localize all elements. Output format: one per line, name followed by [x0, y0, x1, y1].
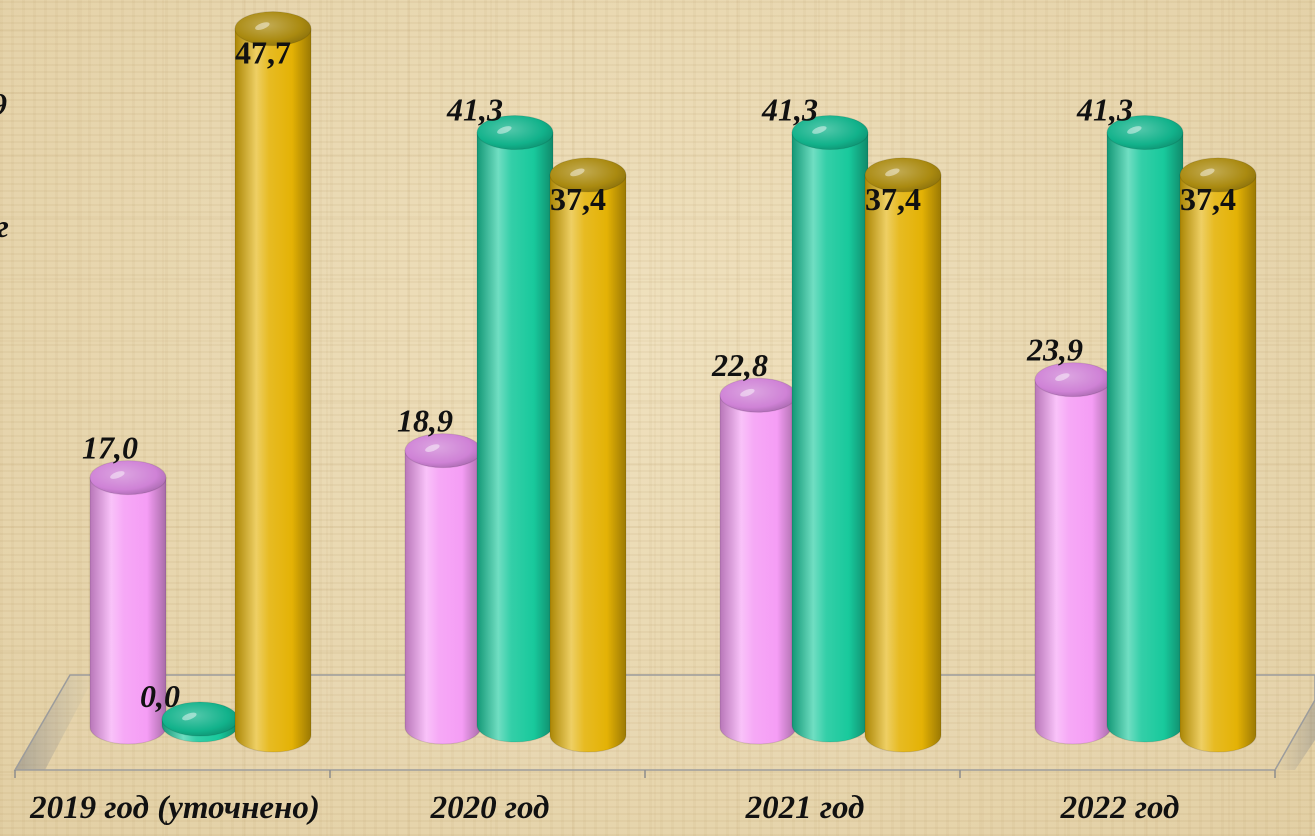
- bar-cap-highlight: [1127, 126, 1142, 134]
- data-label: 37,4: [550, 181, 606, 217]
- bar-cap-highlight: [110, 471, 125, 479]
- bar-series2-category1: [161, 701, 239, 743]
- data-label: 41,3: [761, 92, 818, 128]
- data-label: 17,0: [82, 430, 138, 466]
- bar-series1-category1: [89, 460, 167, 745]
- bar-top-cap: [1034, 362, 1112, 398]
- bar-body: [549, 174, 627, 753]
- bar-cap-highlight: [425, 444, 440, 452]
- data-label: 23,9: [1026, 332, 1083, 368]
- bar-cap-highlight: [740, 388, 755, 397]
- data-label: 37,4: [865, 181, 921, 217]
- bar-cap-highlight: [1055, 373, 1070, 381]
- bars-layer: [89, 11, 1257, 753]
- bar-body: [1179, 174, 1257, 753]
- bar-series2-category2: [476, 115, 554, 743]
- bar-series3-category2: [549, 157, 627, 753]
- data-labels-layer: 17,0 0,0 47,7 18,9 41,3 37,4 22,8 41,3 37,4 23,9 4…: [82, 35, 1236, 714]
- bar-body: [864, 174, 942, 753]
- bar-top-cap: [864, 157, 942, 193]
- x-tick-label: 2022 год: [1060, 790, 1180, 826]
- bar-top-cap: [404, 433, 482, 469]
- x-tick-label: 2021 год: [745, 790, 865, 826]
- bar-top-cap: [1106, 115, 1184, 151]
- data-label: 18,9: [397, 403, 453, 439]
- bar-series1-category2: [404, 433, 482, 745]
- bar-top-cap: [89, 460, 167, 496]
- bar-top-cap: [549, 157, 627, 193]
- chart-floor: [13, 674, 1315, 771]
- data-label: 22,8: [711, 347, 768, 383]
- bar-body: [1106, 132, 1184, 743]
- data-label: 37,4: [1180, 181, 1236, 217]
- x-axis-labels: 2019 год (уточнено) 2020 год 2021 год 2022 …: [29, 790, 1179, 826]
- bar-series3-category3: [864, 157, 942, 753]
- bar-body: [1034, 379, 1112, 745]
- bar-top-cap: [476, 115, 554, 151]
- bar-body: [234, 28, 312, 753]
- bar-cap-highlight: [885, 168, 900, 177]
- x-tick-label: 2019 год (уточнено): [29, 790, 320, 826]
- bar-body: [404, 450, 482, 745]
- data-label: 41,3: [446, 92, 503, 128]
- data-label: 47,7: [235, 35, 291, 71]
- floor-side-shade: [15, 675, 95, 770]
- bar-series3-category1: [234, 11, 312, 753]
- bar-series2-category4: [1106, 115, 1184, 743]
- edge-text-fragment: 9: [0, 86, 7, 122]
- bar-body: [791, 132, 869, 743]
- bar-series3-category4: [1179, 157, 1257, 753]
- bar-series1-category4: [1034, 362, 1112, 745]
- data-label: 41,3: [1076, 92, 1133, 128]
- bar-body: [476, 132, 554, 743]
- bar-top-cap: [791, 115, 869, 151]
- bar-cap-highlight: [812, 126, 827, 134]
- data-label: 0,0: [140, 678, 180, 714]
- bar-cap-highlight: [497, 126, 512, 134]
- bar-cap-highlight: [255, 22, 270, 30]
- bar-cap-highlight: [570, 168, 585, 177]
- bar-cap-highlight: [1200, 168, 1215, 177]
- bar-top-cap: [1179, 157, 1257, 193]
- x-axis-ticks: [14, 770, 1276, 778]
- bar-body: [719, 394, 797, 745]
- x-tick-label: 2020 год: [430, 790, 550, 826]
- bar-cap-highlight: [182, 712, 197, 721]
- bar-series1-category3: [719, 377, 797, 745]
- bar-top-cap: [719, 377, 797, 413]
- bar-series2-category3: [791, 115, 869, 743]
- floor-plane: [13, 674, 1315, 771]
- bar-top-cap: [234, 11, 312, 47]
- edge-text-fragment: г: [0, 208, 9, 244]
